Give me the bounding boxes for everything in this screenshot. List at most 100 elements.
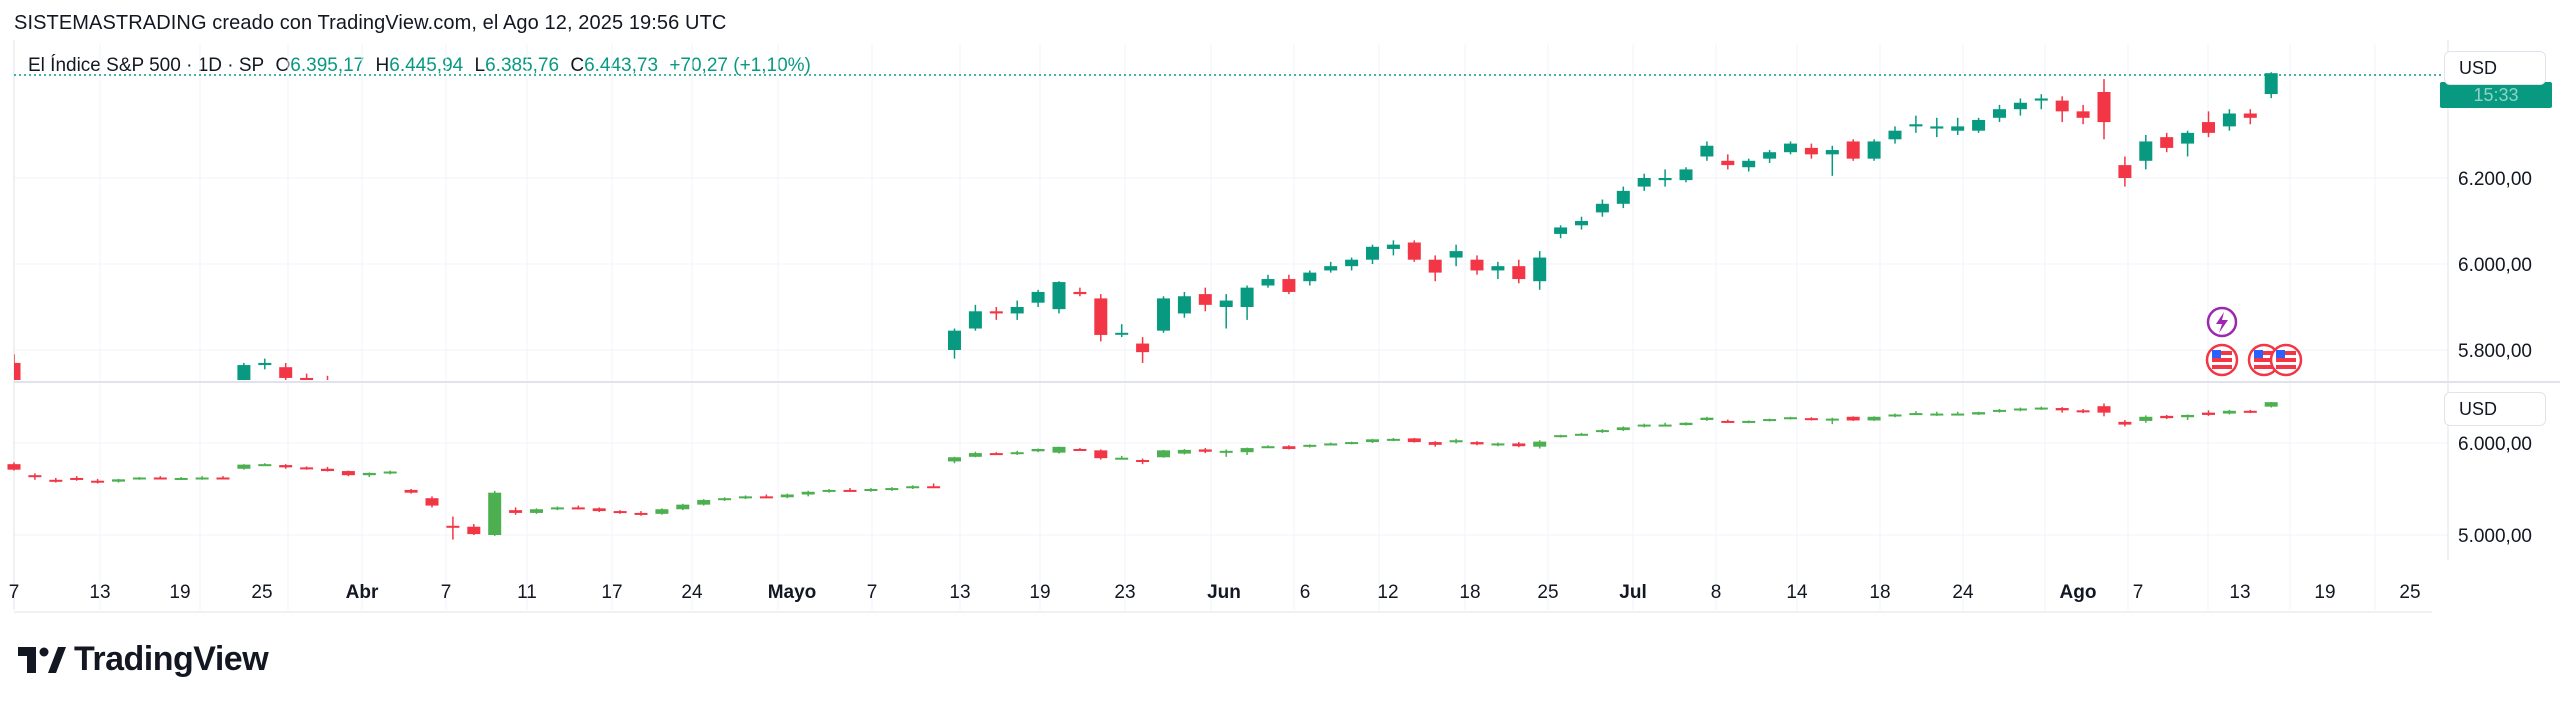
time-tick-label: 13 [89,582,110,603]
high-value: 6.445,94 [389,55,464,76]
lower-candle-body [613,511,627,514]
flag-canton [2254,350,2263,358]
candle-body [1742,160,1756,168]
candle-body [1407,242,1421,260]
lower-candle-body [2055,408,2069,411]
lower-candle-body [592,508,606,512]
currency-selector-top[interactable]: USD [2444,51,2546,85]
time-tick-label: Mayo [768,582,817,603]
candle-body [948,330,961,350]
candle-body [844,483,857,487]
candle-body [1658,178,1672,181]
lower-candle-body [7,464,21,470]
candle-body [906,466,919,475]
candle-body [1303,272,1317,282]
candle-body [1031,291,1045,303]
lower-candle-body [1721,420,1735,423]
candle-body [718,522,731,531]
candle-body [2222,113,2236,127]
lower-candle-body [2139,416,2153,421]
lower-candle-body [822,489,836,492]
candle-body [342,395,355,414]
time-tick-label: 7 [9,582,20,603]
lower-candle-body [2243,410,2257,413]
candle-body [154,425,167,431]
lower-candle-body [1157,450,1170,458]
lower-candle-body [2076,410,2090,413]
close-value: 6.443,73 [584,55,659,76]
lower-candle-body [1909,413,1923,416]
time-tick-label: Jun [1207,582,1241,603]
lower-candle-body [864,489,878,491]
candle-body [2118,165,2132,178]
candle-body [1240,287,1254,307]
candle-body [2243,113,2257,118]
lower-candle-body [2160,415,2174,419]
lower-candle-body [404,489,418,493]
flag-stripe [2276,365,2296,369]
last-price-tag [2440,82,2552,108]
candle-body [1930,126,1944,129]
lower-candle-body [383,471,397,474]
lower-candle-body [1261,446,1275,449]
lower-candle-body [1470,442,1484,445]
flag-stripe [2254,365,2274,369]
time-tick-label: 7 [2133,582,2144,603]
time-tick-label: 25 [2399,582,2420,603]
lower-candle-body [1491,443,1505,446]
lower-candle-body [1052,446,1066,453]
candle-body [989,311,1003,314]
lower-candle-body [279,465,293,468]
candle-body [1449,251,1463,258]
time-tick-label: 24 [681,582,703,603]
flag-stripe [2212,365,2232,369]
lower-candle-body [446,525,460,528]
candle-body [1115,332,1129,335]
flag-canton [2212,350,2221,358]
lower-candle-body [2264,402,2278,407]
lower-candle-body [1031,448,1045,452]
lower-candle-body [258,464,272,467]
open-value: 6.395,17 [290,55,365,76]
candle-body [279,367,293,378]
lower-candle-body [1177,449,1191,454]
lower-candle-body [676,504,690,510]
candle-body [1386,244,1400,249]
candle-body [1637,178,1651,187]
candle-body [697,531,710,553]
last-price-tag-text: 15:33 [2473,85,2518,105]
time-tick-label: 24 [1952,582,1974,603]
lower-candle-body [467,526,481,535]
lower-candle-body [1679,422,1693,426]
flag-stripe [2212,351,2232,355]
time-tick-label: 25 [1537,582,1558,603]
candle-body [1345,259,1359,267]
lower-candle-body [1240,448,1254,453]
lower-candle-body [843,489,857,492]
lower-candle-body [237,464,251,469]
candle-body [1533,257,1547,282]
lower-candle-body [1972,412,1986,415]
lower-candle-body [300,467,314,470]
candle-body [1804,147,1818,155]
lower-candle-body [49,479,63,482]
candle-body [1909,124,1923,127]
candle-body [1595,203,1609,213]
lower-candle-body [509,510,523,513]
candle-body [572,565,585,569]
lower-candle-body [697,500,711,505]
time-tick-label: 25 [251,582,272,603]
lower-candle-body [153,477,167,480]
lower-candle-body [321,468,334,472]
currency-selector-bottom[interactable]: USD [2444,392,2546,426]
lower-candle-body [2013,408,2027,411]
candle-body [1721,160,1735,166]
price-tick-label: 5.000,00 [2458,526,2532,547]
candle-body [1951,126,1965,131]
lower-candle-body [1512,443,1526,447]
candle-body [2264,73,2278,95]
high-label: H [375,55,390,76]
lower-candle-body [885,488,899,491]
lower-candle-body [1303,444,1317,447]
